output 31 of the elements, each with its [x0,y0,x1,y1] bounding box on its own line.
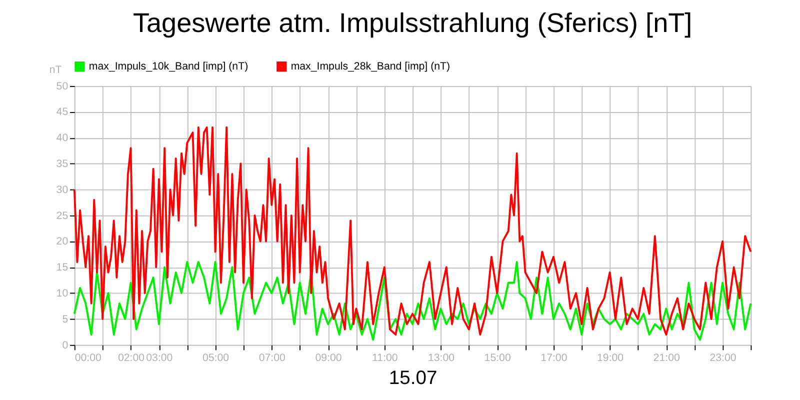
x-tick-label: 17:00 [540,352,568,364]
y-tick-label: 5 [62,313,68,326]
x-tick-label: 15:00 [484,352,511,364]
y-tick-label: 25 [56,210,68,222]
y-tick-label: 20 [56,236,68,248]
y-tick-label: 30 [56,184,68,196]
x-tick-label: 13:00 [428,352,455,364]
x-tick-label: 05:00 [202,352,230,364]
chart-title: Tageswerte atm. Impulsstrahlung (Sferics) [nT] [132,8,692,38]
y-tick-label: 10 [56,287,68,300]
x-tick-label: 11:00 [372,352,398,364]
y-axis-title: nT [49,64,62,76]
legend-label: max_Impuls_10k_Band [imp] (nT) [88,60,248,72]
x-tick-label: 00:00 [74,352,102,364]
x-tick-label: 23:00 [710,352,736,364]
x-tick-label: 03:00 [146,352,173,364]
x-tick-label: 09:00 [315,352,342,364]
y-tick-label: 0 [62,339,68,352]
x-tick-label: 21:00 [653,352,680,364]
line-series [73,261,752,341]
x-tick-label: 07:00 [258,352,286,364]
y-tick-label: 50 [56,80,68,92]
line-series [73,126,752,336]
legend-label: max_Impuls_28k_Band [imp] (nT) [290,60,450,72]
y-tick-label: 15 [56,262,68,274]
x-tick-label: 19:00 [597,352,624,364]
y-tick-label: 40 [56,132,68,144]
x-tick-label: 02:00 [118,352,145,364]
y-tick-label: 35 [56,158,68,170]
y-tick-label: 45 [56,106,68,118]
x-axis-title: 15.07 [388,368,438,390]
